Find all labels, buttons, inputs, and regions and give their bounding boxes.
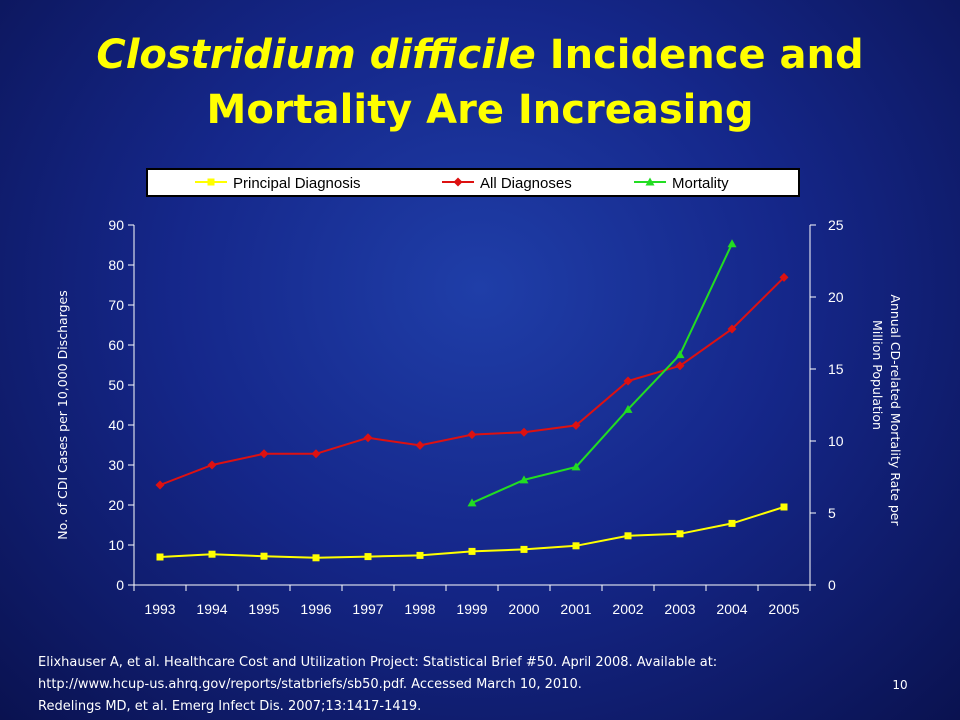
title-italic: Clostridium difficile — [96, 32, 536, 78]
series-mortality — [467, 239, 737, 507]
title-line-2: Mortality Are Increasing — [206, 87, 754, 133]
slide-title: Clostridium difficile Incidence and Mort… — [0, 28, 960, 138]
citations: Elixhauser A, et al. Healthcare Cost and… — [38, 652, 858, 718]
data-point — [468, 547, 476, 555]
x-tick-label: 1997 — [352, 601, 383, 617]
x-tick-label: 1993 — [144, 601, 175, 617]
data-point — [727, 324, 737, 334]
data-point — [416, 551, 424, 559]
data-point — [676, 530, 684, 538]
data-point — [260, 552, 268, 560]
title-rest: Incidence and — [535, 32, 864, 78]
data-point — [624, 532, 632, 540]
citation-line: Redelings MD, et al. Emerg Infect Dis. 2… — [38, 699, 422, 714]
x-tick-label: 1995 — [248, 601, 279, 617]
data-point — [363, 433, 373, 443]
legend-swatch-marker — [453, 177, 463, 187]
data-point — [467, 430, 477, 440]
slide-number: 10 — [892, 678, 908, 692]
data-point — [675, 361, 685, 371]
x-tick-label: 1996 — [300, 601, 331, 617]
data-point — [779, 272, 789, 282]
title-line-1: Clostridium difficile Incidence and — [0, 28, 960, 83]
series-line — [471, 243, 733, 504]
data-point — [259, 449, 269, 459]
data-point — [780, 503, 788, 511]
y-tick-label-right: 25 — [828, 217, 844, 233]
legend-label: All Diagnoses — [480, 175, 572, 192]
legend-label: Mortality — [672, 175, 729, 192]
data-point — [572, 542, 580, 550]
y-tick-label-left: 0 — [116, 577, 124, 593]
x-tick-label: 2001 — [560, 601, 591, 617]
data-point — [519, 475, 529, 484]
chart-legend: Principal Diagnosis All Diagnoses Mortalit… — [146, 168, 800, 197]
y-axis-title-left: No. of CDI Cases per 10,000 Discharges — [55, 290, 70, 539]
x-tick-label: 1998 — [404, 601, 435, 617]
y-tick-label-left: 50 — [108, 377, 124, 393]
data-point — [519, 427, 529, 437]
citation-line: Elixhauser A, et al. Healthcare Cost and… — [38, 655, 718, 670]
data-point — [571, 462, 581, 471]
y-tick-label-right: 20 — [828, 289, 844, 305]
data-point — [156, 553, 164, 561]
data-point — [675, 350, 685, 359]
data-point — [623, 376, 633, 386]
x-tick-label: 2000 — [508, 601, 539, 617]
chart-axes: 0 10 20 30 40 50 60 70 80 90 0 5 10 15 20 25 1993 1994 199… — [55, 217, 903, 617]
y-axis-title-right-line2: Million Population — [870, 320, 885, 430]
y-tick-label-left: 40 — [108, 417, 124, 433]
series-line — [159, 276, 785, 486]
y-tick-label-left: 20 — [108, 497, 124, 513]
x-tick-label: 2004 — [716, 601, 747, 617]
legend-label: Principal Diagnosis — [233, 175, 361, 192]
data-point — [467, 498, 477, 507]
y-tick-label-left: 80 — [108, 257, 124, 273]
y-tick-label-right: 10 — [828, 433, 844, 449]
y-tick-label-left: 60 — [108, 337, 124, 353]
y-tick-label-left: 30 — [108, 457, 124, 473]
x-tick-label: 2002 — [612, 601, 643, 617]
legend-box — [146, 168, 800, 197]
y-tick-label-right: 5 — [828, 505, 836, 521]
data-point — [520, 545, 528, 553]
data-point — [728, 519, 736, 527]
data-point — [623, 404, 633, 413]
data-point — [155, 480, 165, 490]
data-point — [571, 420, 581, 430]
y-tick-label-left: 90 — [108, 217, 124, 233]
legend-swatch-marker — [645, 177, 655, 186]
data-point — [415, 440, 425, 450]
series-principal-diagnosis — [156, 503, 788, 562]
x-tick-label: 2005 — [768, 601, 799, 617]
data-point — [727, 239, 737, 248]
y-axis-title-right-line1: Annual CD-related Mortality Rate per — [888, 294, 903, 526]
data-point — [312, 554, 320, 562]
data-point — [364, 553, 372, 561]
data-point — [207, 460, 217, 470]
data-point — [208, 550, 216, 558]
x-tick-label: 1999 — [456, 601, 487, 617]
citation-line: http://www.hcup-us.ahrq.gov/reports/stat… — [38, 677, 582, 692]
y-tick-label-left: 10 — [108, 537, 124, 553]
chart-lines — [155, 239, 789, 562]
y-tick-label-right: 0 — [828, 577, 836, 593]
y-tick-label-left: 70 — [108, 297, 124, 313]
legend-swatch-marker — [207, 178, 215, 186]
series-all-diagnoses — [155, 272, 789, 490]
x-tick-label: 2003 — [664, 601, 695, 617]
x-tick-label: 1994 — [196, 601, 227, 617]
y-tick-label-right: 15 — [828, 361, 844, 377]
data-point — [311, 449, 321, 459]
